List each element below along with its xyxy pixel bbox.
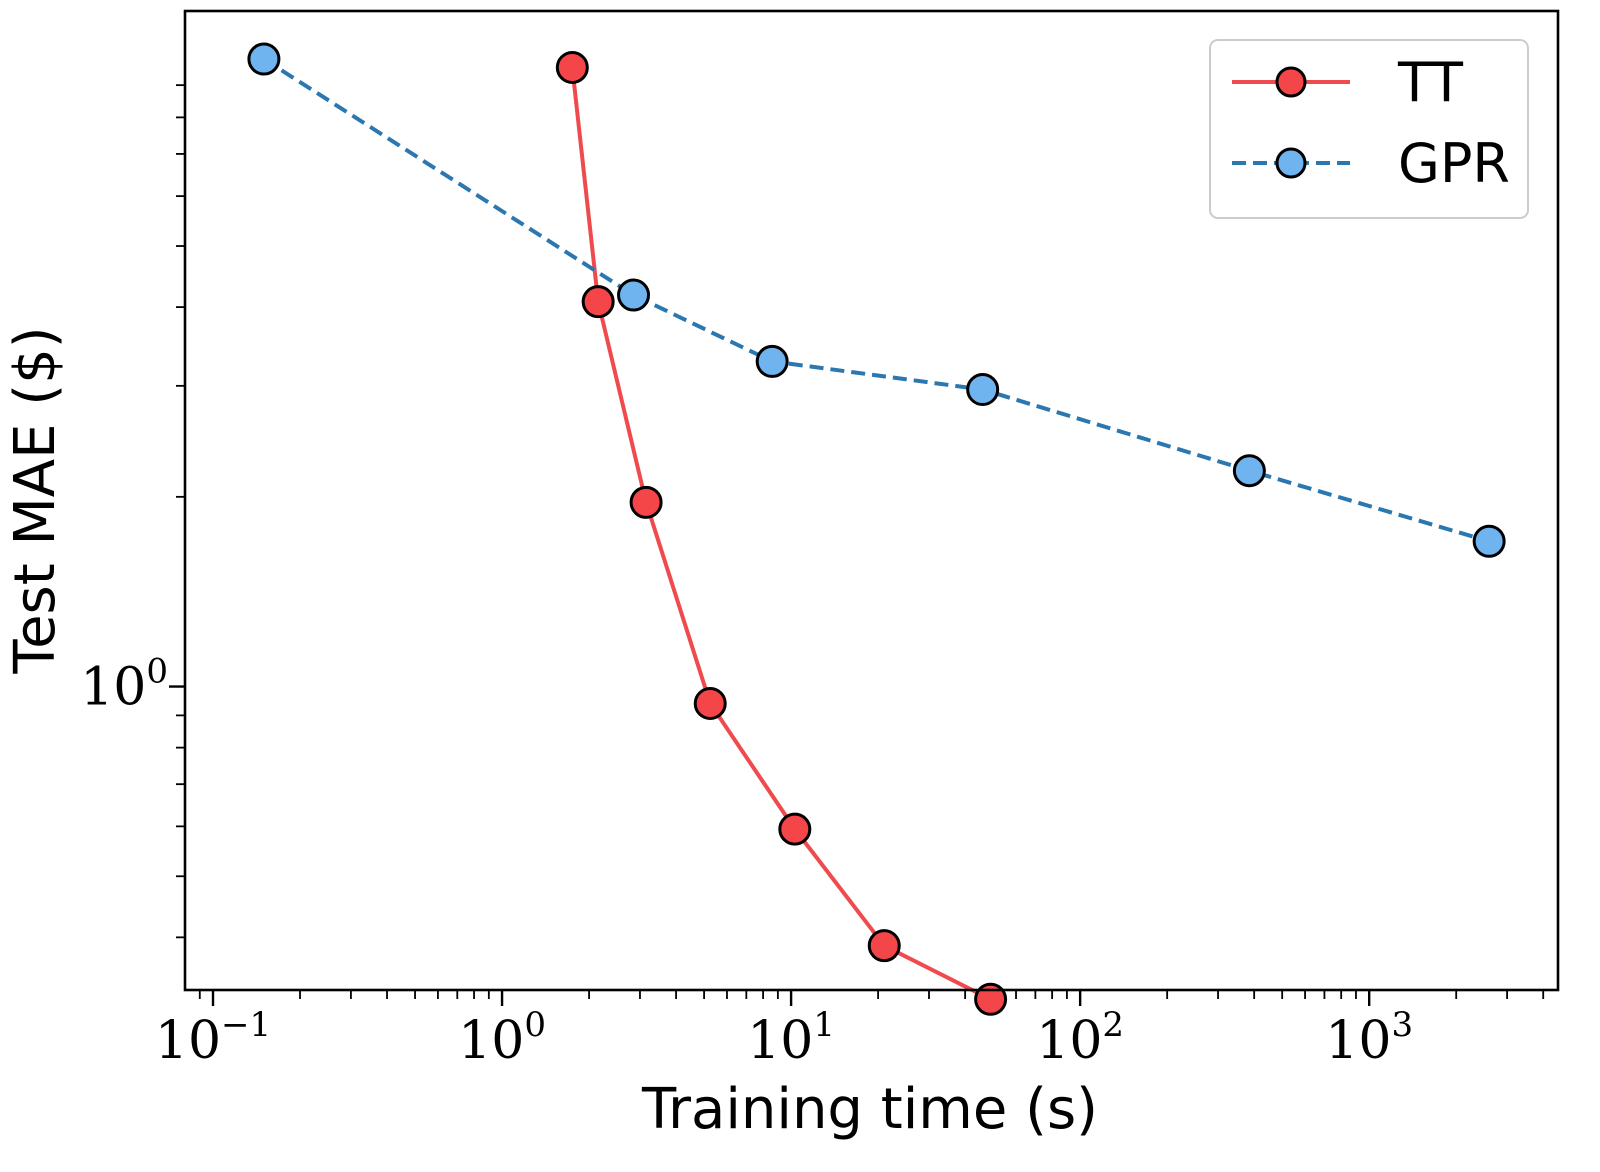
x-tick-label: 102	[1036, 1005, 1124, 1071]
data-point-gpr	[247, 42, 281, 76]
data-point-tt	[693, 686, 727, 720]
x-tick-label: 103	[1325, 1005, 1413, 1071]
data-point-tt	[581, 285, 615, 319]
tick-labels: 10−1 100 101 102 103 100	[80, 652, 1413, 1071]
data-point-tt	[555, 50, 589, 84]
data-point-gpr	[1472, 524, 1506, 558]
data-point-tt	[867, 929, 901, 963]
x-axis-label: Training time (s)	[641, 1077, 1098, 1142]
data-point-tt	[778, 812, 812, 846]
y-axis-label: Test MAE ($)	[3, 326, 68, 674]
major-ticks	[169, 685, 1371, 1006]
minor-ticks	[176, 84, 1545, 999]
series-tt	[555, 50, 1008, 1016]
plot-frame	[183, 9, 1560, 992]
x-tick-label: 10−1	[155, 1005, 271, 1071]
series-line-gpr	[262, 57, 1490, 544]
data-point-gpr	[755, 344, 789, 378]
legend-marker-tt	[1275, 66, 1307, 98]
data-point-gpr	[617, 278, 651, 312]
legend-label-tt: TT	[1397, 51, 1464, 114]
data-point-gpr	[966, 373, 1000, 407]
series-gpr	[247, 42, 1506, 558]
series-layer	[247, 42, 1506, 1016]
y-tick-label: 100	[80, 652, 168, 718]
x-tick-label: 100	[458, 1005, 546, 1071]
data-point-tt	[974, 982, 1008, 1016]
data-point-tt	[629, 485, 663, 519]
x-tick-label: 101	[747, 1005, 835, 1071]
legend-label-gpr: GPR	[1398, 132, 1510, 195]
legend-marker-gpr	[1275, 147, 1307, 179]
data-point-gpr	[1232, 454, 1266, 488]
legend: TT GPR	[1209, 39, 1529, 219]
